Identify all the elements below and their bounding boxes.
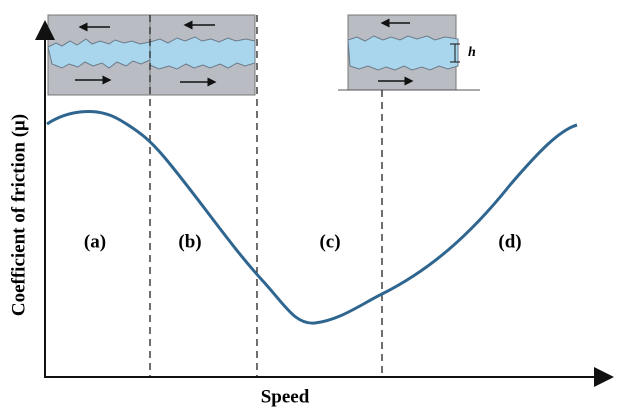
friction-curve xyxy=(46,109,578,325)
y-axis-label: Coefficient of friction (μ) xyxy=(8,114,29,316)
film-thickness-label: h xyxy=(468,45,476,60)
inset-mixed xyxy=(149,14,256,96)
x-axis-label: Speed xyxy=(261,386,310,407)
region-label: (d) xyxy=(498,231,521,252)
inset-boundary xyxy=(47,14,151,96)
region-label: (a) xyxy=(84,231,106,252)
region-label: (c) xyxy=(319,231,340,252)
region-label: (b) xyxy=(178,231,201,252)
inset-hydrodynamic: h xyxy=(338,14,480,91)
